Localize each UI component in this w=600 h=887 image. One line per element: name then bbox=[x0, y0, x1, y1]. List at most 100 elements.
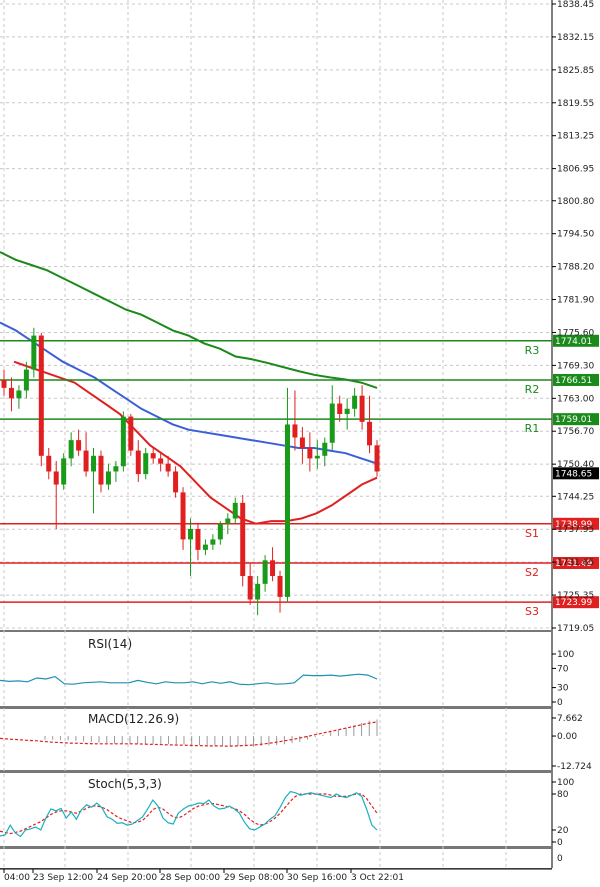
price-tick-label: 1838.45 bbox=[557, 0, 594, 10]
candlestick bbox=[120, 411, 126, 472]
stoch-tick-label: 100 bbox=[557, 778, 574, 788]
candle-body bbox=[113, 466, 119, 472]
candlestick bbox=[322, 437, 328, 467]
macd-panel: MACD(12.26.9) 7.662 0.00 -12.724 bbox=[0, 712, 592, 772]
macd-title: MACD(12.26.9) bbox=[88, 712, 179, 726]
time-tick-label: 04:00 bbox=[4, 873, 30, 883]
candlestick bbox=[359, 385, 365, 430]
candlestick bbox=[46, 447, 52, 480]
candlestick bbox=[337, 395, 343, 422]
current-price-tag: 1748.65 bbox=[555, 469, 592, 479]
candlestick bbox=[180, 487, 186, 550]
time-tick-label: 29 Sep 08:00 bbox=[224, 873, 284, 883]
candlestick bbox=[277, 570, 283, 613]
candle-body bbox=[46, 455, 52, 472]
price-tick-label: 1781.90 bbox=[557, 296, 594, 306]
candle-body bbox=[120, 416, 126, 467]
panel-separator bbox=[0, 706, 552, 709]
price-tick-label: 1775.60 bbox=[557, 328, 594, 338]
candle-body bbox=[158, 458, 164, 464]
candlestick bbox=[344, 398, 350, 430]
time-tick-label: 24 Sep 20:00 bbox=[97, 873, 157, 883]
level-label-r2: R2 bbox=[525, 383, 540, 396]
macd-tick-label: -12.724 bbox=[557, 762, 592, 772]
candle-body bbox=[322, 442, 328, 456]
candle-body bbox=[367, 421, 373, 446]
candle-body bbox=[150, 453, 156, 459]
ma-fast-line bbox=[13, 360, 378, 525]
price-tick-label: 1756.70 bbox=[557, 427, 594, 437]
candle-body bbox=[255, 583, 261, 600]
candle-body bbox=[232, 502, 238, 519]
level-price-tag-bg bbox=[553, 556, 599, 569]
current-price-tag-bg bbox=[553, 467, 599, 480]
candlestick bbox=[23, 361, 29, 399]
candle-body bbox=[61, 458, 67, 485]
stoch-tick-label: 0 bbox=[557, 838, 563, 848]
candle-body bbox=[91, 455, 97, 472]
level-label-r3: R3 bbox=[525, 344, 540, 357]
panel-separator bbox=[0, 770, 552, 773]
candle-body bbox=[284, 424, 290, 597]
candle-body bbox=[374, 445, 380, 472]
candle-body bbox=[352, 395, 358, 409]
candle-body bbox=[307, 447, 313, 459]
candle-body bbox=[188, 528, 193, 540]
candlestick bbox=[8, 377, 14, 412]
candle-body bbox=[1, 380, 7, 388]
moving-averages bbox=[0, 251, 378, 525]
pivot-levels: R3 1774.01 R2 1766.51 R1 1759.01 S1 1738.99 S2 17… bbox=[0, 334, 599, 618]
price-tick-label: 1794.50 bbox=[557, 230, 594, 240]
level-label-r1: R1 bbox=[525, 422, 540, 435]
candle-body bbox=[195, 528, 201, 550]
candlestick bbox=[83, 432, 89, 477]
candlestick bbox=[128, 413, 134, 456]
rsi-tick-label: 100 bbox=[557, 650, 574, 660]
candle-body bbox=[16, 390, 22, 399]
candle-body bbox=[359, 395, 365, 422]
candlestick bbox=[113, 461, 119, 482]
price-tick-label: 1763.00 bbox=[557, 394, 594, 404]
level-price-tag: 1731.49 bbox=[555, 559, 592, 569]
candlestick bbox=[68, 432, 74, 467]
macd-signal-line bbox=[0, 721, 378, 747]
rsi-tick-label: 30 bbox=[557, 684, 569, 694]
level-price-tag: 1774.01 bbox=[555, 337, 592, 347]
level-label-s2: S2 bbox=[525, 566, 539, 579]
stoch-signal-line bbox=[0, 793, 378, 835]
time-tick-label: 23 Sep 12:00 bbox=[33, 873, 93, 883]
grid-lines bbox=[0, 0, 552, 868]
candlestick bbox=[16, 385, 22, 409]
candlestick bbox=[352, 387, 358, 417]
candlestick bbox=[232, 497, 238, 524]
candle-body bbox=[299, 437, 305, 448]
candle-body bbox=[31, 335, 37, 370]
price-tick-label: 1800.80 bbox=[557, 197, 594, 207]
candle-body bbox=[337, 403, 343, 414]
level-price-tag: 1766.51 bbox=[555, 376, 592, 386]
level-price-tag-bg bbox=[553, 596, 599, 609]
level-price-tag-bg bbox=[553, 334, 599, 347]
candle-body bbox=[180, 492, 186, 540]
stoch-tick-label: 20 bbox=[557, 826, 569, 836]
price-tick-label: 1832.15 bbox=[557, 33, 594, 43]
price-tick-label: 1731.65 bbox=[557, 558, 594, 568]
price-tick-label: 1769.30 bbox=[557, 361, 594, 371]
price-tick-label: 1813.25 bbox=[557, 132, 594, 142]
candlestick bbox=[38, 332, 44, 467]
candlestick bbox=[210, 534, 216, 550]
candlestick bbox=[195, 523, 201, 561]
candle-body bbox=[135, 450, 141, 475]
candle-body bbox=[38, 335, 44, 456]
candlestick bbox=[225, 513, 231, 535]
level-price-tag-bg bbox=[553, 373, 599, 386]
price-tick-label: 1737.95 bbox=[557, 525, 594, 535]
candle-body bbox=[105, 471, 111, 485]
stoch-main-line bbox=[0, 790, 378, 838]
candle-body bbox=[202, 544, 208, 550]
candle-body bbox=[68, 440, 74, 459]
candle-body bbox=[240, 502, 246, 576]
price-tick-label: 1719.05 bbox=[557, 624, 594, 634]
candlestick bbox=[299, 427, 305, 464]
chart-frame bbox=[0, 0, 553, 869]
